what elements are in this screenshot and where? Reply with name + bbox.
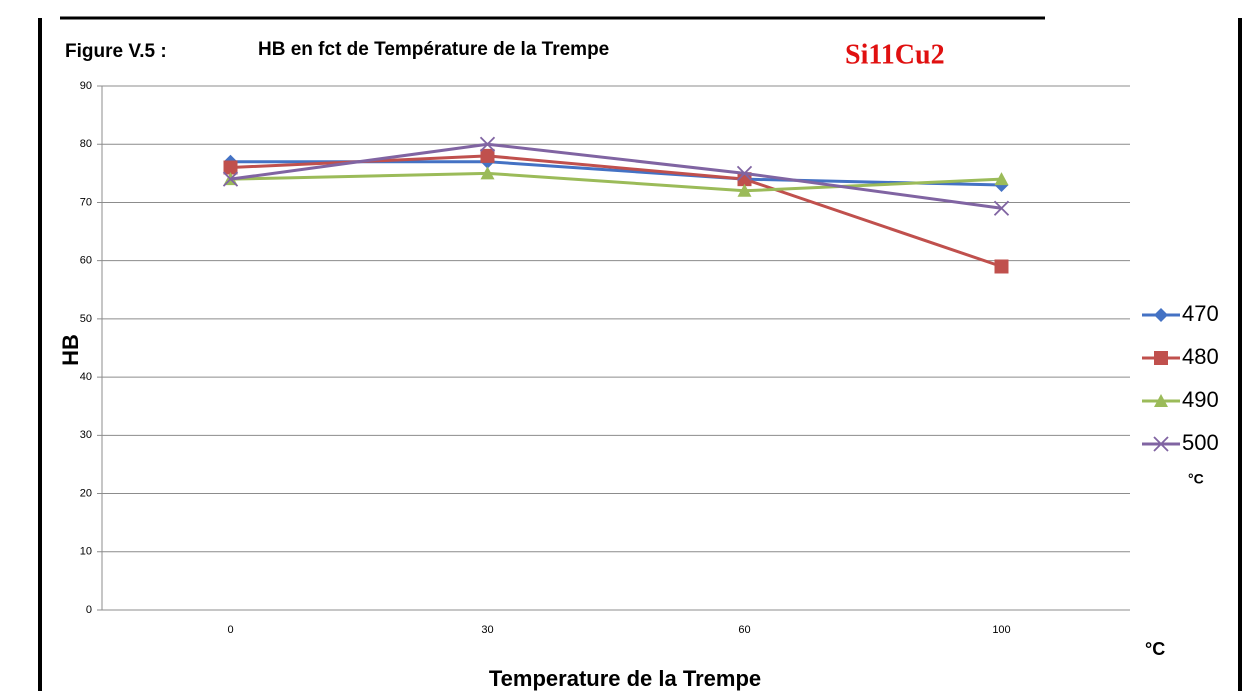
legend-label: 500 bbox=[1182, 430, 1219, 455]
legend-label: 490 bbox=[1182, 387, 1219, 412]
legend-marker bbox=[1154, 351, 1168, 365]
data-point bbox=[223, 160, 238, 175]
x-tick-label: 0 bbox=[227, 624, 233, 636]
y-tick-label: 50 bbox=[80, 313, 92, 325]
data-point bbox=[222, 171, 239, 187]
x-axis-label: Temperature de la Trempe bbox=[489, 666, 761, 691]
series-line bbox=[230, 154, 1002, 268]
x-tick-label: 30 bbox=[481, 624, 493, 636]
x-tick-label: 100 bbox=[992, 624, 1010, 636]
data-point bbox=[480, 166, 495, 180]
data-point bbox=[736, 165, 753, 181]
data-point bbox=[993, 200, 1010, 216]
legend-marker bbox=[1153, 436, 1169, 452]
y-tick-label: 20 bbox=[80, 487, 92, 499]
data-point bbox=[994, 172, 1009, 186]
legend-label: 470 bbox=[1182, 301, 1219, 326]
y-tick-label: 10 bbox=[80, 546, 92, 558]
y-tick-label: 60 bbox=[80, 255, 92, 267]
y-tick-label: 30 bbox=[80, 429, 92, 441]
y-axis-label: HB bbox=[58, 334, 83, 366]
series-line bbox=[230, 142, 1002, 210]
chart-title: HB en fct de Température de la Trempe bbox=[258, 39, 609, 60]
y-tick-label: 0 bbox=[86, 604, 92, 616]
data-point bbox=[737, 183, 752, 197]
y-tick-label: 40 bbox=[80, 371, 92, 383]
data-point bbox=[480, 148, 495, 163]
series-line bbox=[230, 171, 1002, 193]
y-tick-label: 70 bbox=[80, 196, 92, 208]
data-point bbox=[479, 136, 496, 152]
legend-label: 480 bbox=[1182, 344, 1219, 369]
x-tick-label: 60 bbox=[738, 624, 750, 636]
x-unit: °C bbox=[1145, 639, 1165, 659]
legend-marker bbox=[1154, 308, 1168, 322]
chart-subtitle: Si11Cu2 bbox=[845, 39, 945, 70]
y-tick-label: 90 bbox=[80, 80, 92, 92]
data-point bbox=[994, 259, 1009, 274]
legend-title: °C bbox=[1188, 471, 1204, 487]
legend-marker bbox=[1154, 394, 1168, 407]
figure-label: Figure V.5 : bbox=[65, 41, 167, 62]
y-tick-label: 80 bbox=[80, 138, 92, 150]
